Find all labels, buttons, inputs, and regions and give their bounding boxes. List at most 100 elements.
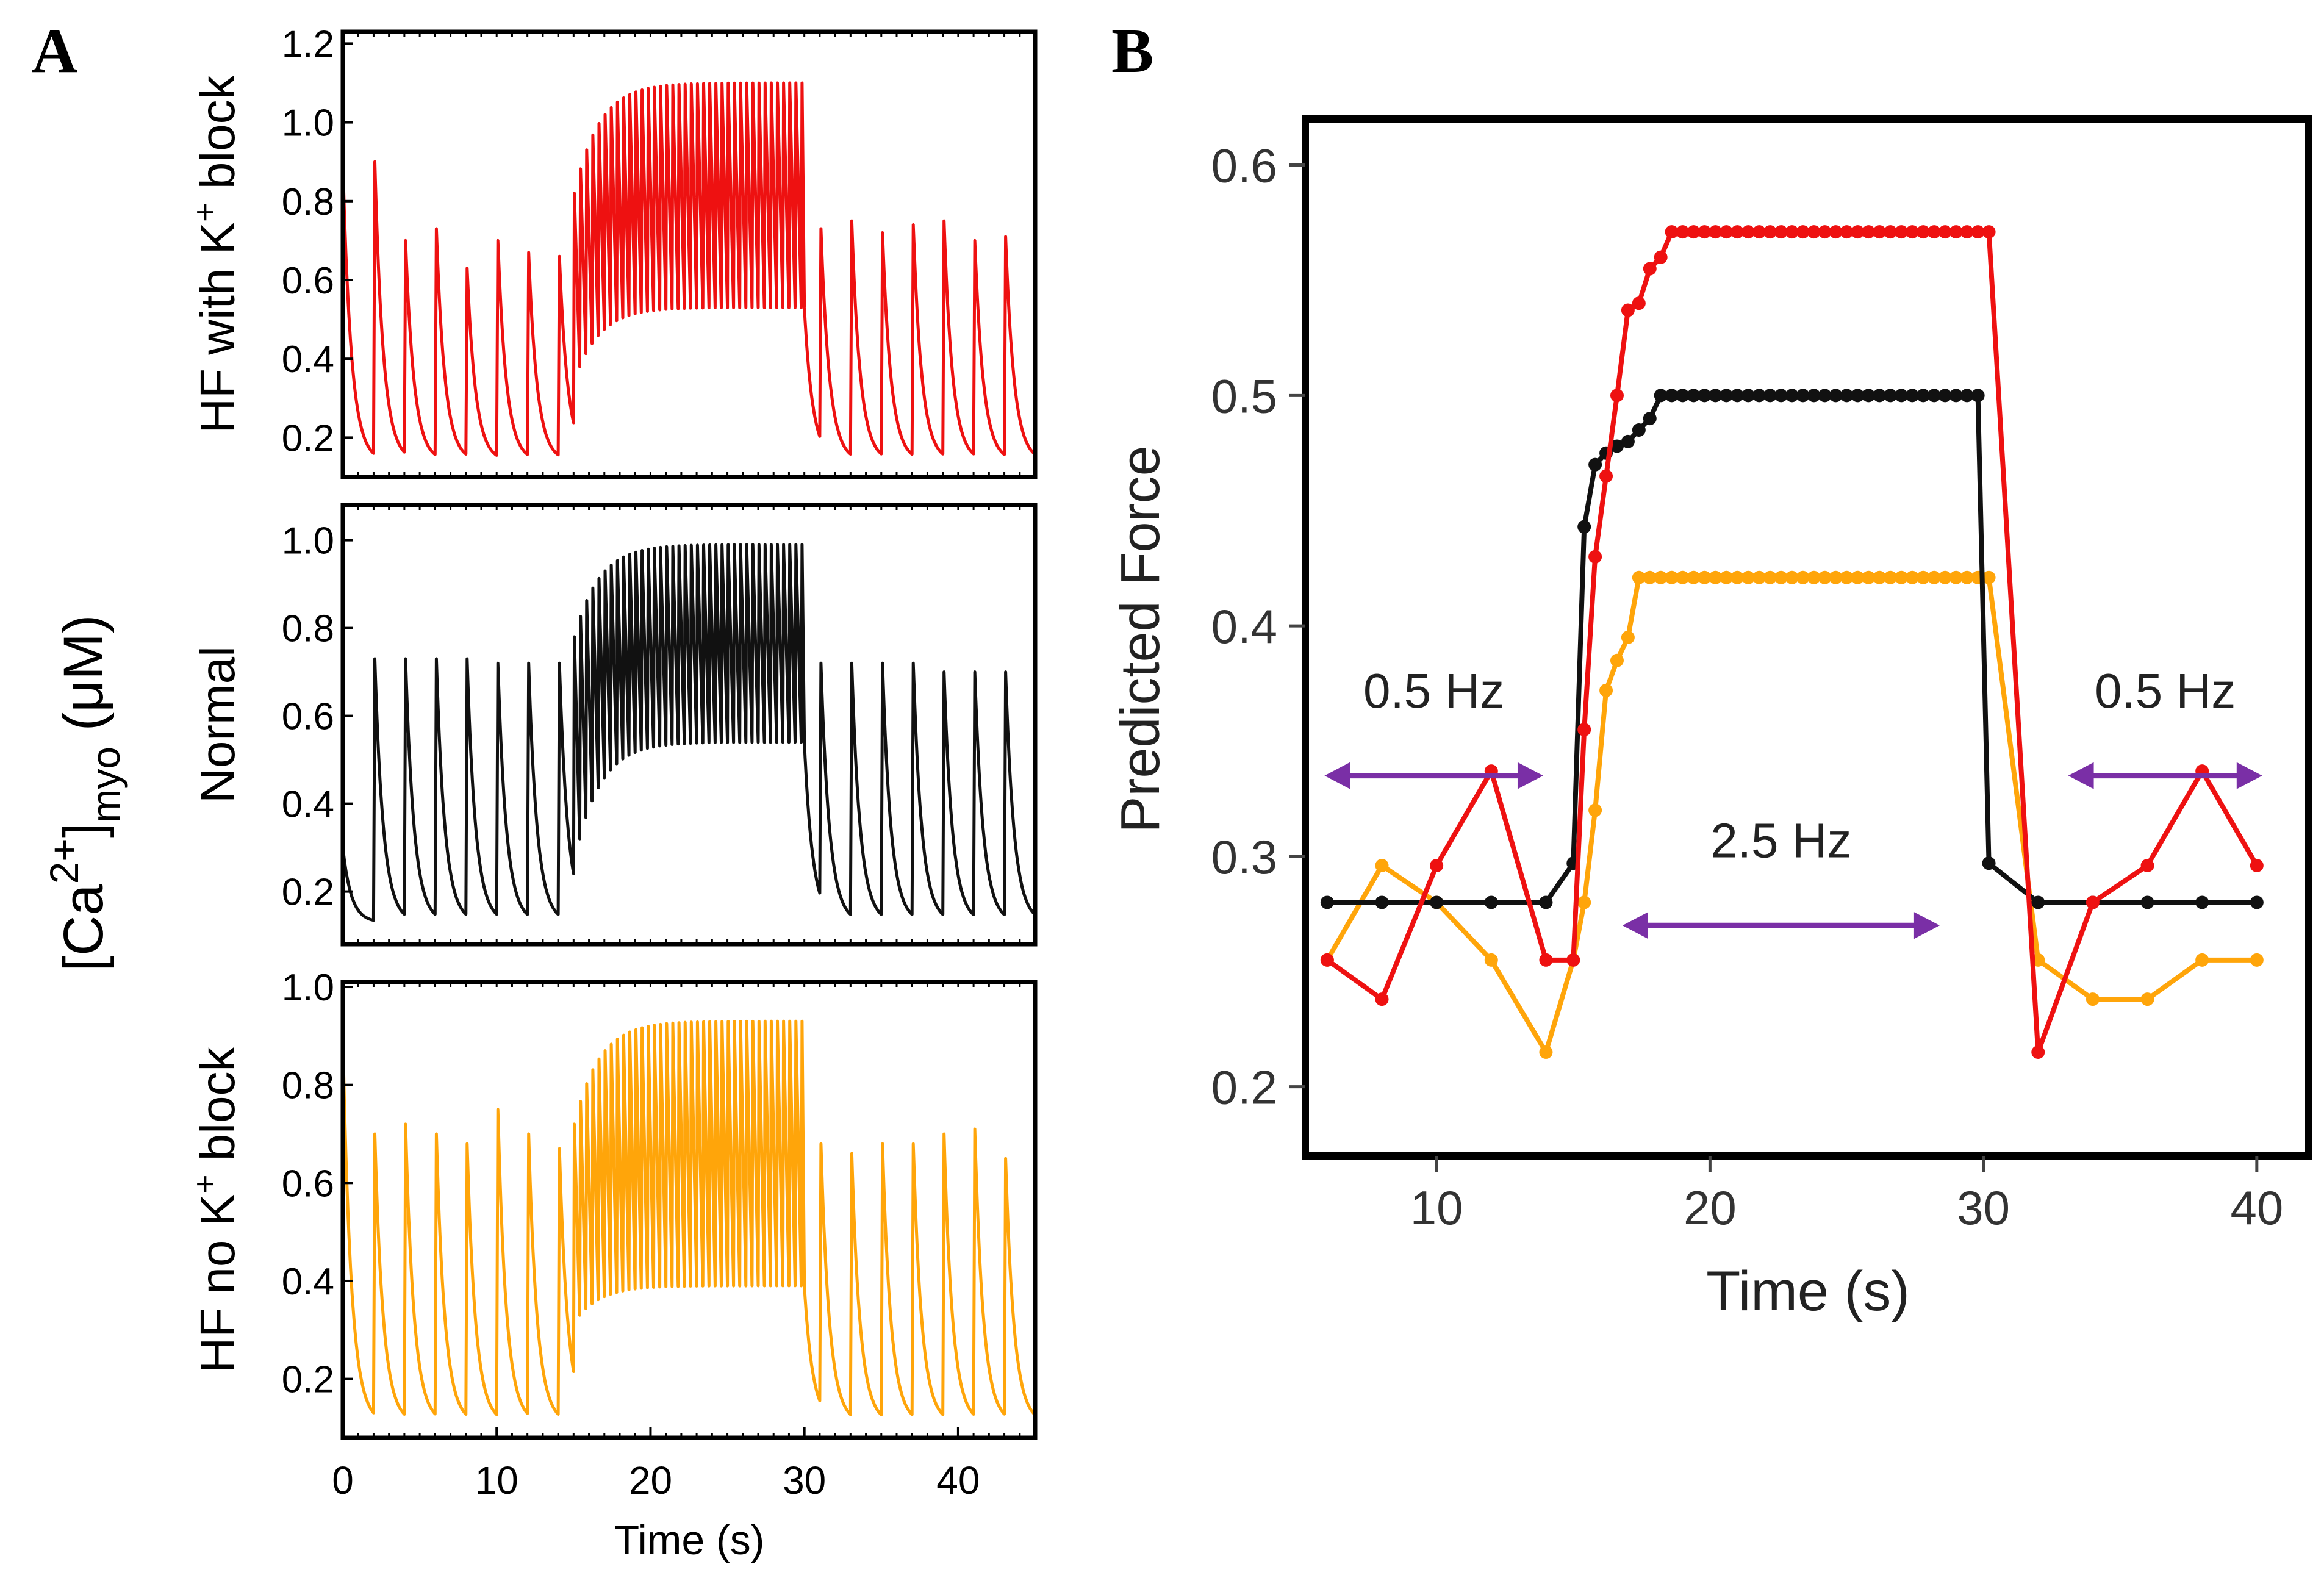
- force-y-tick-label: 0.2: [1211, 1061, 1277, 1114]
- force-point: [1884, 225, 1898, 239]
- force-point: [1730, 389, 1745, 403]
- force-point: [1840, 389, 1854, 403]
- force-point: [1982, 225, 1996, 239]
- panel-b-letter: B: [1111, 16, 1153, 86]
- subplot-ylabel: Normal: [190, 646, 245, 803]
- ylabel-sub: myo: [83, 747, 128, 823]
- force-point: [1599, 683, 1613, 697]
- force-plot-frame: [1302, 115, 2312, 1160]
- force-point: [1960, 225, 1974, 239]
- force-ylabel: Predicted Force: [1110, 445, 1171, 833]
- force-point: [1430, 859, 1444, 872]
- force-point: [1971, 225, 1985, 239]
- ylabel-base: [Ca: [52, 884, 115, 972]
- force-point: [2250, 953, 2264, 967]
- y-tick-label: 0.6: [282, 696, 334, 738]
- force-point: [1632, 296, 1646, 310]
- calcium-trace: [343, 81, 1035, 457]
- frequency-annotation: 0.5 Hz: [2068, 664, 2262, 789]
- force-point: [1862, 389, 1876, 403]
- force-point: [2031, 895, 2045, 909]
- force-point: [1829, 389, 1843, 403]
- frequency-annotation: 0.5 Hz: [1324, 664, 1543, 789]
- force-point: [1654, 389, 1668, 403]
- force-point: [1588, 457, 1602, 472]
- force-point: [1654, 570, 1668, 584]
- force-point: [1752, 225, 1766, 239]
- x-tick-label: 40: [936, 1458, 980, 1502]
- force-point: [1632, 570, 1646, 584]
- force-point: [1320, 953, 1334, 967]
- force-point: [1916, 389, 1930, 403]
- force-x-tick-label: 40: [2230, 1181, 2283, 1235]
- force-point: [1873, 570, 1887, 584]
- force-point: [1720, 225, 1734, 239]
- force-point: [1610, 389, 1624, 403]
- force-point: [1862, 570, 1876, 584]
- force-point: [1818, 570, 1832, 584]
- force-point: [1643, 262, 1657, 276]
- force-point: [1982, 570, 1996, 584]
- force-point: [1851, 225, 1865, 239]
- frequency-annotation: 2.5 Hz: [1622, 813, 1940, 939]
- force-point: [1785, 389, 1799, 403]
- force-point: [1720, 389, 1734, 403]
- plot-frame: [340, 29, 1038, 479]
- force-point: [2086, 992, 2100, 1006]
- force-point: [1982, 856, 1996, 870]
- force-point: [1906, 225, 1920, 239]
- force-point: [1884, 389, 1898, 403]
- force-point: [1610, 439, 1624, 453]
- ylabel-unit: (μM): [52, 614, 115, 746]
- y-tick-label: 0.8: [282, 181, 334, 223]
- force-point: [1375, 895, 1389, 909]
- force-point: [1884, 570, 1898, 584]
- force-point: [1643, 570, 1657, 584]
- force-point: [1676, 570, 1690, 584]
- y-tick-label: 0.2: [282, 1359, 334, 1401]
- force-point: [1665, 389, 1679, 403]
- force-point: [1687, 570, 1701, 584]
- force-point: [1588, 803, 1602, 817]
- subplot-hf-no-k-block: 0.2 0.4 0.6 0.8 1.0 HF no K+ block 0 10 20 30 40: [187, 967, 1038, 1502]
- force-point: [2195, 953, 2209, 967]
- force-point: [1807, 570, 1821, 584]
- force-point: [1665, 570, 1679, 584]
- force-point: [1654, 250, 1668, 264]
- force-point: [1818, 389, 1832, 403]
- force-point: [1484, 895, 1498, 909]
- subplot-ylabel-sup: +: [187, 203, 223, 222]
- subplot-ylabel-text: block: [190, 74, 245, 203]
- force-point: [2250, 859, 2264, 872]
- frequency-label: 0.5 Hz: [1363, 664, 1504, 718]
- force-point: [1949, 225, 1963, 239]
- panel-a-xlabel: Time (s): [614, 1517, 765, 1563]
- subplot-normal: 0.2 0.4 0.6 0.8 1.0 Normal: [190, 503, 1038, 947]
- force-y-tick-label: 0.6: [1211, 139, 1277, 193]
- panel-a: A [Ca2+]myo (μM) 0.2 0.4 0.6 0.8 1.0 1.2 HF wi…: [32, 16, 1038, 1563]
- force-point: [1676, 225, 1690, 239]
- y-tick-label: 1.2: [282, 23, 334, 65]
- calcium-trace: [343, 1019, 1035, 1416]
- y-tick-label: 0.6: [282, 1163, 334, 1205]
- force-point: [2086, 895, 2100, 909]
- force-point: [1643, 412, 1657, 426]
- x-tick-label: 30: [783, 1458, 826, 1502]
- force-point: [2195, 895, 2209, 909]
- force-x-tick-label: 30: [1957, 1181, 2010, 1235]
- force-point: [1895, 389, 1909, 403]
- force-point: [1698, 570, 1712, 584]
- force-point: [1774, 570, 1788, 584]
- force-point: [2031, 1045, 2045, 1059]
- force-point: [1916, 225, 1930, 239]
- force-point: [1796, 389, 1810, 403]
- subplot-ylabel-text: block: [190, 1047, 245, 1175]
- force-point: [1927, 225, 1941, 239]
- force-point: [1539, 953, 1553, 967]
- force-x-tick-label: 20: [1684, 1181, 1737, 1235]
- force-point: [1895, 570, 1909, 584]
- y-tick-label: 1.0: [282, 520, 334, 562]
- subplot-ylabel-text: Normal: [190, 646, 245, 803]
- ylabel-close: ]: [52, 823, 115, 839]
